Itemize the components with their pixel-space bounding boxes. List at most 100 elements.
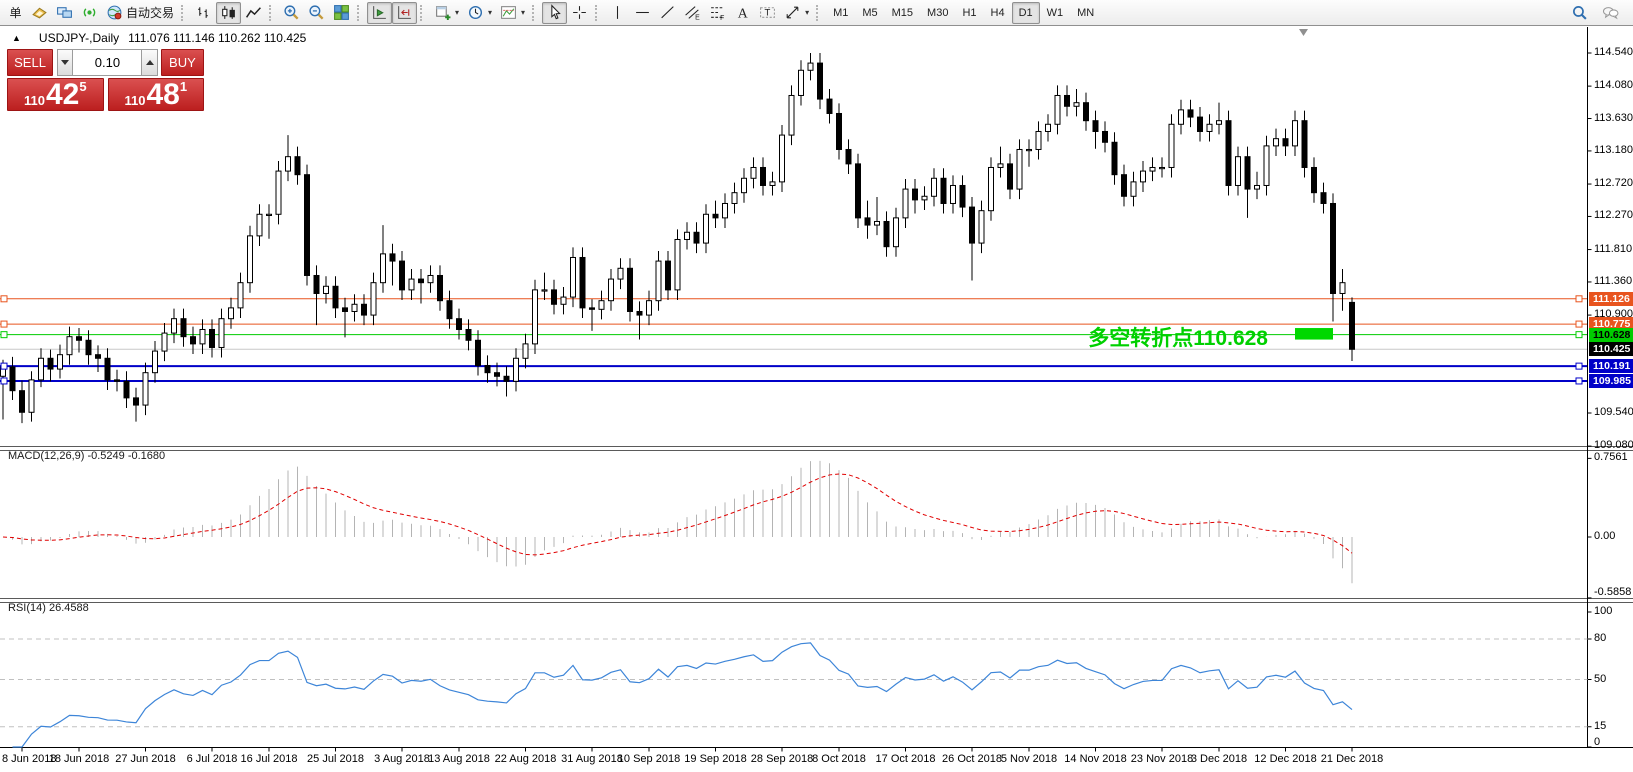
candle-body (313, 274, 320, 294)
candle-body (389, 253, 396, 262)
line-handle[interactable] (1575, 331, 1583, 339)
candle-body (959, 184, 966, 208)
buy-price-button[interactable]: 110 48 1 (107, 78, 204, 111)
tf-mn-button[interactable]: MN (1070, 2, 1101, 24)
text-button[interactable]: A (730, 2, 755, 24)
tf-m1-button[interactable]: M1 (826, 2, 855, 24)
candle-body (399, 260, 405, 291)
line-handle[interactable] (0, 331, 8, 339)
search-button[interactable] (1567, 2, 1592, 24)
candle-body (1301, 120, 1308, 168)
channel-button[interactable]: E (680, 2, 705, 24)
candle-body (684, 231, 690, 240)
candle-body (1035, 130, 1042, 150)
candle-body (1026, 148, 1032, 152)
indicators-button[interactable]: ▾ (430, 2, 463, 24)
candle-body (152, 350, 158, 374)
chevron-down-icon[interactable]: ▾ (455, 8, 460, 17)
autotrading-button[interactable]: 自动交易 (102, 2, 178, 24)
candle-body (532, 289, 538, 345)
candle-body (1159, 166, 1165, 170)
candle-body (304, 174, 310, 276)
line-handle[interactable] (1575, 295, 1583, 303)
buy-button[interactable]: BUY (160, 49, 204, 76)
bar-chart-button[interactable] (191, 2, 216, 24)
candle-body (845, 148, 852, 165)
collapse-panel-icon[interactable]: ▲ (12, 33, 21, 43)
tf-h1-button[interactable]: H1 (955, 2, 983, 24)
label-button[interactable]: T (755, 2, 780, 24)
line-chart-button[interactable] (241, 2, 266, 24)
auto-scroll-button[interactable] (367, 1, 393, 24)
trendline-button[interactable] (655, 2, 680, 24)
macd-axis-label: 0.00 (1594, 530, 1616, 542)
vertical-line-button[interactable] (605, 2, 630, 24)
tf-m5-button[interactable]: M5 (855, 2, 884, 24)
price-axis-label: 112.720 (1594, 177, 1633, 190)
fibonacci-button[interactable]: F (705, 2, 730, 24)
tf-w1-button[interactable]: W1 (1040, 2, 1071, 24)
cursor-button[interactable] (542, 1, 568, 24)
arrows-button[interactable]: ▾ (780, 2, 813, 24)
chat-icon (1602, 7, 1619, 20)
sell-price-button[interactable]: 110 42 5 (7, 78, 104, 111)
crosshair-button[interactable] (567, 2, 592, 24)
line-handle[interactable] (1575, 320, 1583, 328)
tf-h4-button[interactable]: H4 (984, 2, 1012, 24)
chart-shift-button[interactable] (392, 1, 418, 24)
toolbar-right (1567, 2, 1629, 24)
line-handle[interactable] (1575, 377, 1583, 385)
price-tag: 110.191 (1589, 359, 1633, 374)
zoom-out-button[interactable] (304, 2, 329, 24)
history-center-button[interactable] (27, 2, 52, 24)
periods-button[interactable]: ▾ (463, 2, 496, 24)
zoom-in-button[interactable] (279, 2, 304, 24)
chevron-down-icon[interactable]: ▾ (521, 8, 526, 17)
macd-signal-line (2, 473, 1353, 556)
horizontal-line-button[interactable] (630, 2, 655, 24)
signal-icon (83, 8, 96, 17)
candle-body (1197, 116, 1203, 132)
templates-button[interactable]: ▾ (496, 2, 529, 24)
candle-body (494, 372, 500, 377)
tf-m15-button[interactable]: M15 (885, 2, 920, 24)
price-axis-label: 114.080 (1594, 79, 1633, 92)
annotation-text[interactable]: 多空转折点110.628 (1088, 327, 1268, 350)
spin-up-icon (145, 60, 154, 65)
tf-d1-button[interactable]: D1 (1011, 1, 1040, 24)
candle-body (427, 274, 434, 284)
sell-button[interactable]: SELL (7, 49, 54, 76)
toolbar-grip (532, 4, 538, 21)
line-handle[interactable] (1575, 362, 1583, 370)
rsi-line (12, 642, 1353, 748)
line-handle[interactable] (0, 362, 8, 370)
volume-decrease-button[interactable] (57, 49, 74, 76)
line-handle[interactable] (0, 377, 8, 385)
candle-body (541, 289, 548, 292)
chart-shift-marker-icon[interactable] (1299, 29, 1308, 36)
tile-windows-button[interactable] (329, 2, 354, 24)
tf-m30-button[interactable]: M30 (920, 2, 955, 24)
candlestick-button[interactable] (216, 1, 242, 24)
new-order-button[interactable]: 单 (4, 2, 27, 24)
volume-increase-button[interactable] (141, 49, 158, 76)
candle-body (893, 217, 899, 248)
candle-body (902, 188, 909, 219)
chevron-down-icon[interactable]: ▾ (805, 8, 810, 17)
volume-input[interactable] (73, 49, 142, 76)
rsi-indicator-label: RSI(14) 26.4588 (8, 602, 89, 614)
candle-body (988, 166, 994, 212)
candle-body (722, 202, 728, 219)
market-watch-button[interactable] (52, 2, 77, 24)
signals-button[interactable] (77, 2, 102, 24)
line-handle[interactable] (0, 295, 8, 303)
candle-body (760, 166, 766, 186)
line-handle[interactable] (0, 320, 8, 328)
rectangle-object[interactable] (1295, 328, 1333, 340)
chat-button[interactable] (1598, 2, 1623, 24)
tf-m30-button-label: M30 (927, 6, 949, 19)
clock-icon (468, 5, 483, 20)
chevron-down-icon[interactable]: ▾ (488, 8, 493, 17)
